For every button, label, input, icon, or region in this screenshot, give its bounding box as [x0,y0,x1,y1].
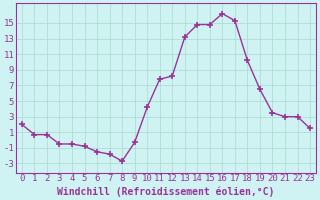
X-axis label: Windchill (Refroidissement éolien,°C): Windchill (Refroidissement éolien,°C) [57,186,275,197]
